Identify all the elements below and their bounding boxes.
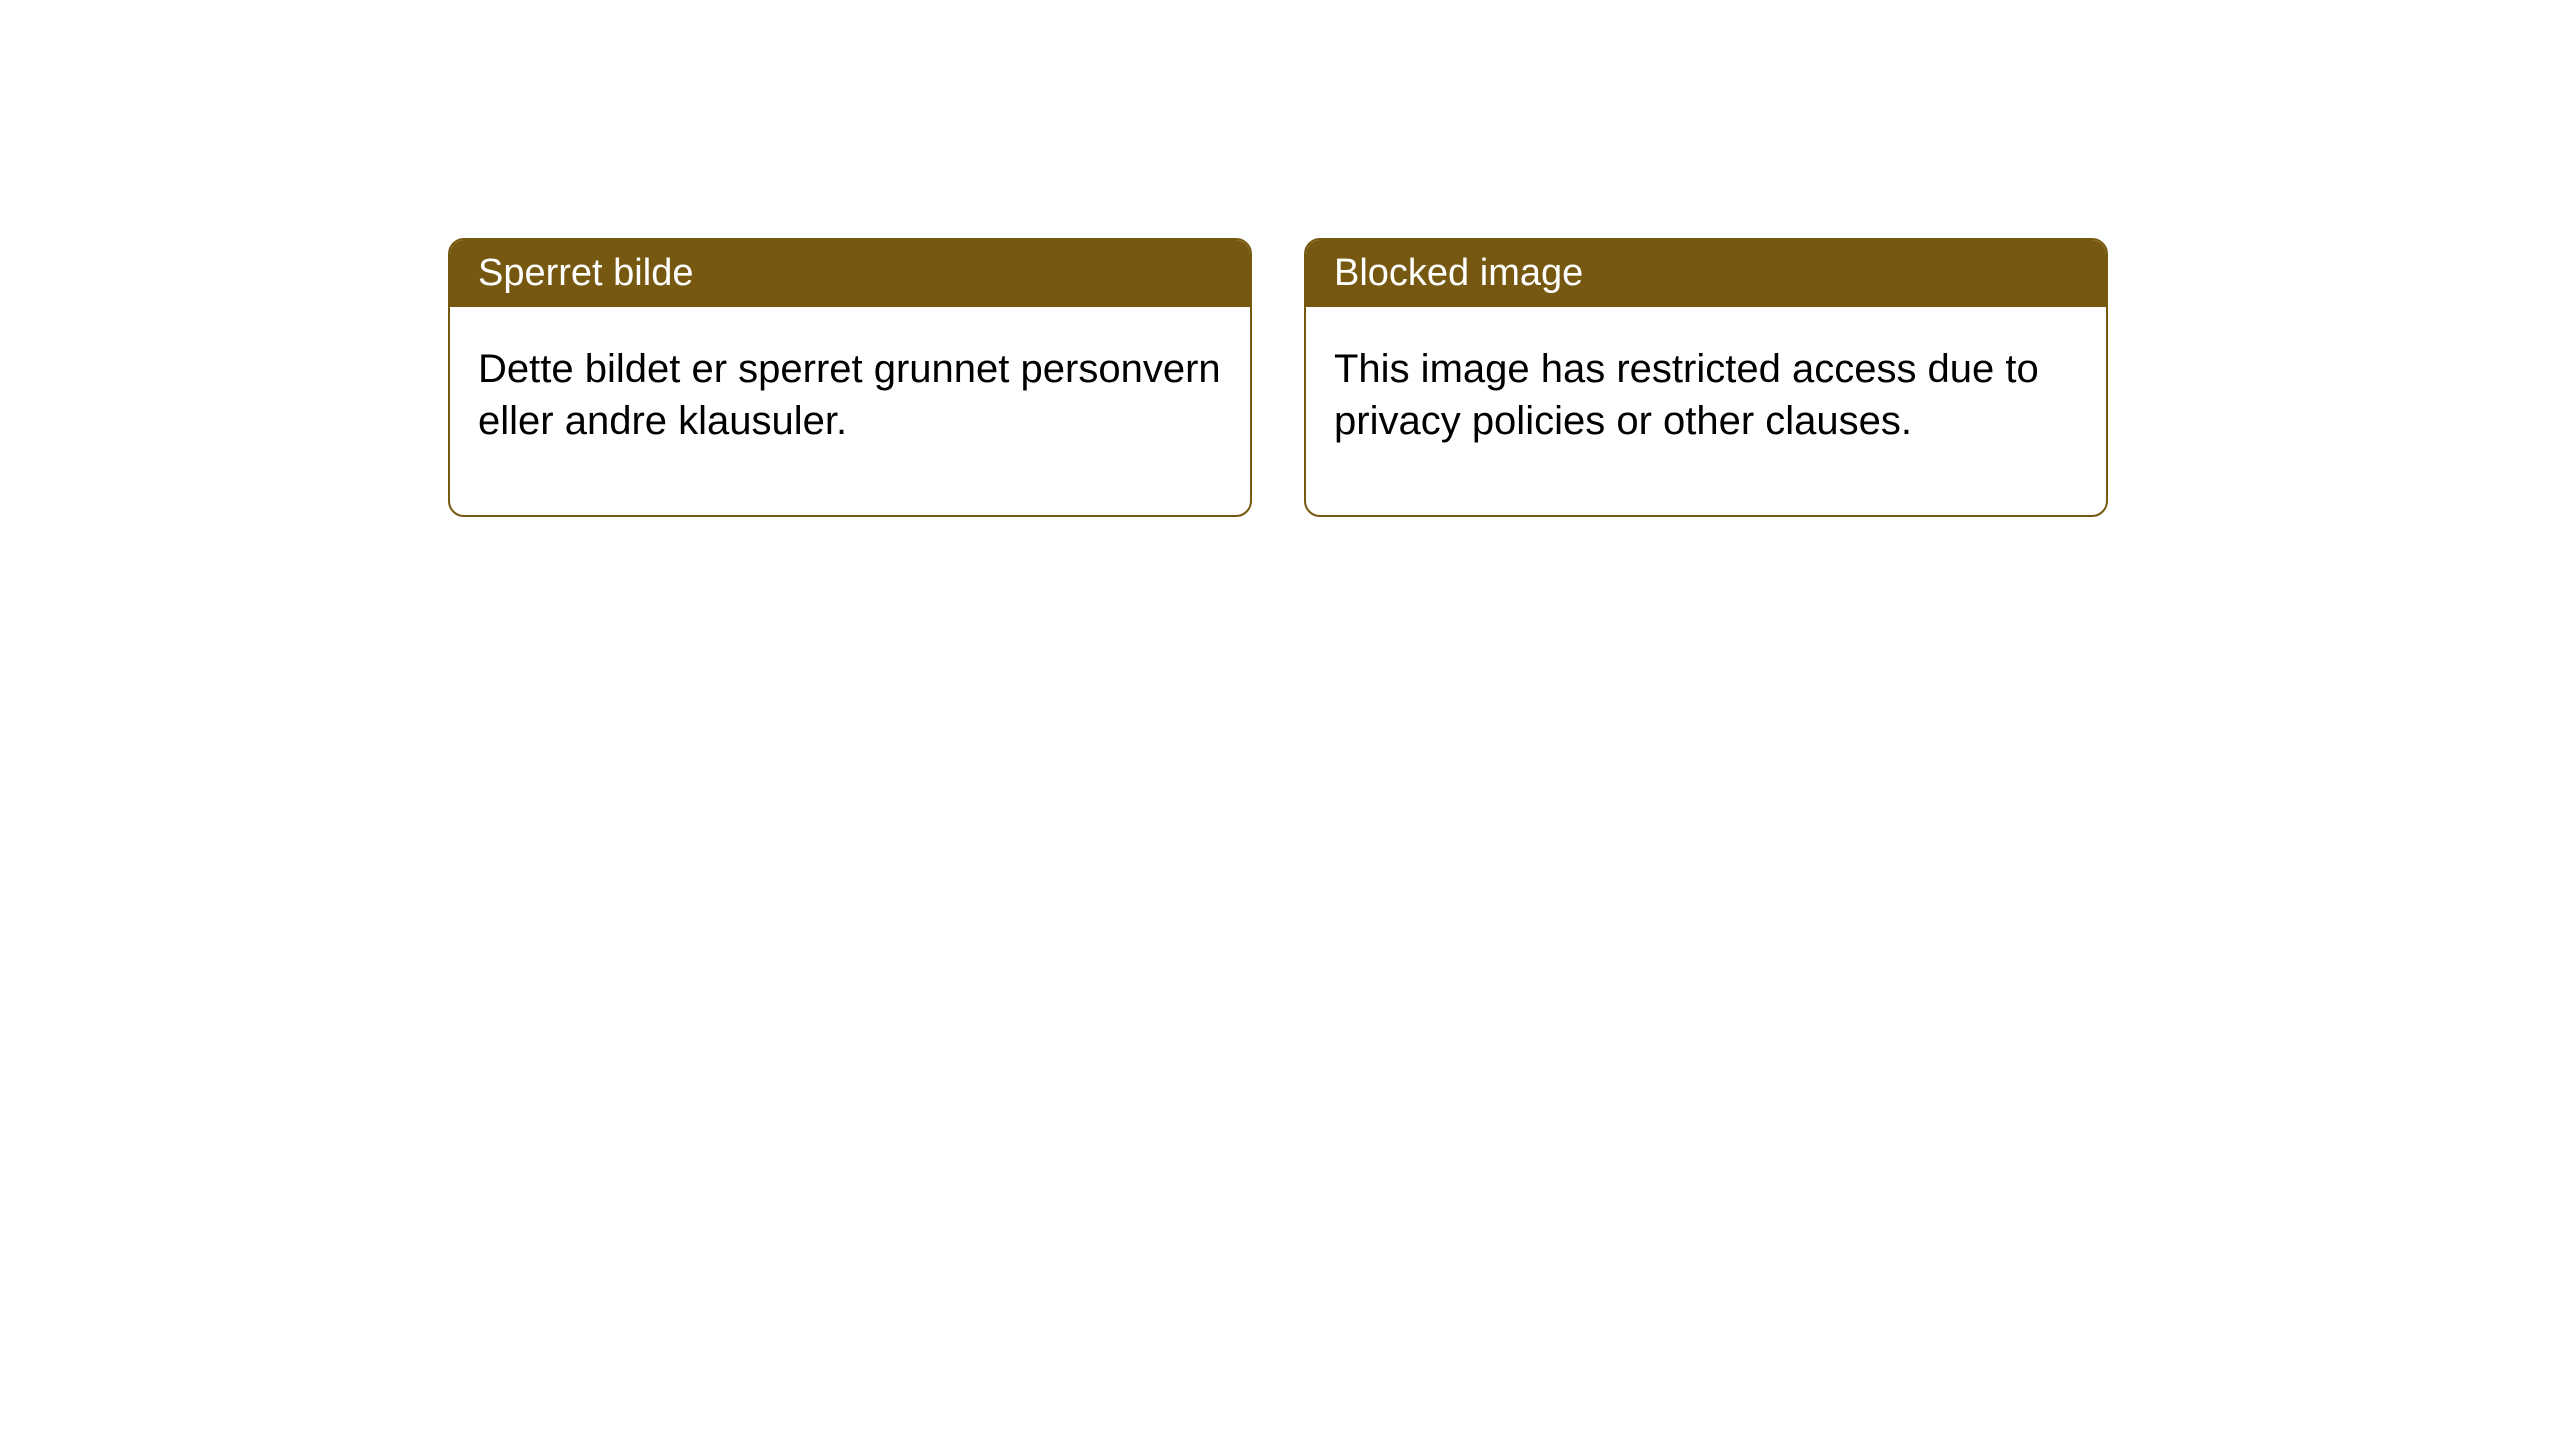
notice-body: Dette bildet er sperret grunnet personve… — [450, 307, 1250, 515]
notice-body-text: This image has restricted access due to … — [1334, 347, 2039, 443]
notice-body-text: Dette bildet er sperret grunnet personve… — [478, 347, 1221, 443]
notice-card-english: Blocked image This image has restricted … — [1304, 238, 2108, 517]
notice-card-norwegian: Sperret bilde Dette bildet er sperret gr… — [448, 238, 1252, 517]
notice-body: This image has restricted access due to … — [1306, 307, 2106, 515]
notice-container: Sperret bilde Dette bildet er sperret gr… — [448, 238, 2108, 517]
notice-header: Sperret bilde — [450, 240, 1250, 307]
notice-title: Sperret bilde — [478, 252, 693, 294]
notice-header: Blocked image — [1306, 240, 2106, 307]
notice-title: Blocked image — [1334, 252, 1583, 294]
